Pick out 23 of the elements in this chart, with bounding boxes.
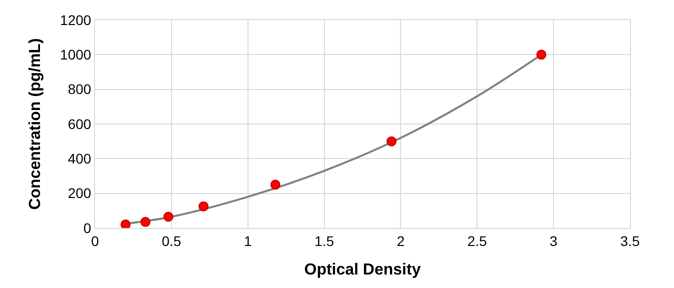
point bbox=[270, 180, 280, 190]
y-tick-label: 200 bbox=[68, 185, 92, 202]
y-tick-label: 800 bbox=[68, 81, 92, 98]
x-tick-label: 0.5 bbox=[162, 232, 182, 249]
x-tick-label: 2 bbox=[396, 232, 405, 249]
y-tick-label: 0 bbox=[83, 220, 92, 236]
x-tick-label: 3.5 bbox=[620, 232, 640, 249]
point bbox=[163, 212, 174, 222]
point bbox=[198, 201, 209, 212]
point bbox=[120, 220, 131, 228]
x-tick-label: 2.5 bbox=[467, 232, 488, 249]
y-tick-label: 1200 bbox=[60, 12, 92, 28]
point bbox=[536, 50, 546, 60]
point bbox=[140, 216, 150, 227]
x-tick-label: 1.5 bbox=[314, 232, 334, 249]
x-tick-label: 3 bbox=[550, 232, 558, 249]
y-tick-label: 400 bbox=[68, 150, 92, 167]
x-tick-label: 1 bbox=[244, 232, 252, 249]
y-axis-title: Concentration (pg/mL) bbox=[26, 38, 44, 210]
y-tick-label: 1000 bbox=[60, 46, 92, 63]
x-axis-title: Optical Density bbox=[304, 262, 421, 278]
y-tick-label: 600 bbox=[68, 116, 92, 132]
point bbox=[386, 136, 397, 146]
